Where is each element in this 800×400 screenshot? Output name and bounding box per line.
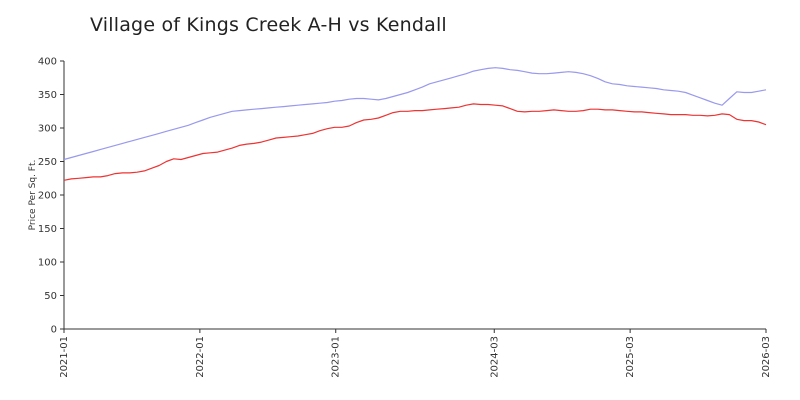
x-ticks: 2021-01 2022-01 2023-01 2024-03 2025-03 2026-… bbox=[59, 329, 772, 378]
x-tick-label: 2026-03 bbox=[761, 336, 772, 378]
series-line-1 bbox=[63, 67, 767, 161]
y-tick-label: 50 bbox=[44, 291, 57, 302]
x-tick-label: 2022-01 bbox=[195, 336, 206, 378]
y-tick-label: 200 bbox=[38, 191, 57, 202]
series-line-2 bbox=[63, 103, 767, 181]
x-tick-label: 2024-03 bbox=[489, 336, 500, 378]
series-group bbox=[63, 67, 767, 181]
y-tick-label: 350 bbox=[38, 90, 57, 101]
y-tick-label: 250 bbox=[38, 157, 57, 168]
y-axis-label: Price Per Sq. Ft. bbox=[28, 160, 38, 231]
y-ticks: 0 50 100 150 200 250 300 350 400 bbox=[38, 57, 64, 336]
chart-title: Village of Kings Creek A-H vs Kendall bbox=[90, 14, 447, 36]
axes bbox=[63, 61, 766, 330]
y-tick-label: 300 bbox=[38, 124, 57, 135]
x-tick-label: 2025-03 bbox=[625, 336, 636, 378]
x-tick-label: 2021-01 bbox=[59, 336, 70, 378]
y-tick-label: 100 bbox=[38, 258, 57, 269]
y-tick-label: 150 bbox=[38, 224, 57, 235]
y-tick-label: 400 bbox=[38, 57, 57, 68]
x-tick-label: 2023-01 bbox=[331, 336, 342, 378]
y-tick-label: 0 bbox=[51, 325, 57, 336]
